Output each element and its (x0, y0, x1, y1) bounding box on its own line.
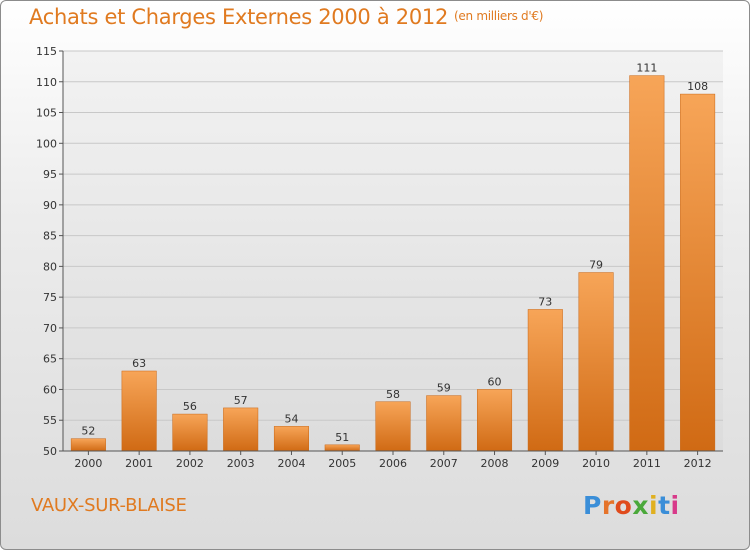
bar (324, 444, 360, 452)
x-tick-label: 2003 (227, 457, 255, 470)
y-tick-label: 105 (36, 107, 57, 120)
data-label: 108 (687, 80, 708, 93)
data-label: 58 (386, 388, 400, 401)
chart-title-text: Achats et Charges Externes 2000 à 2012 (29, 5, 449, 29)
y-tick-label: 95 (43, 168, 57, 181)
bar (527, 309, 563, 452)
x-tick-label: 2010 (582, 457, 610, 470)
place-name: VAUX-SUR-BLAISE (31, 495, 187, 516)
data-labels: 52 63 56 57 54 51 58 59 60 73 79 111 108 (81, 62, 708, 444)
logo-letter: i (670, 491, 680, 520)
data-label: 60 (488, 375, 502, 388)
data-label: 57 (234, 394, 248, 407)
data-label: 56 (183, 400, 197, 413)
logo-letter: x (632, 491, 649, 520)
data-label: 111 (636, 62, 657, 75)
x-tick-label: 2004 (277, 457, 305, 470)
x-tick-label: 2000 (74, 457, 102, 470)
logo-letter: r (601, 491, 615, 520)
chart-title: Achats et Charges Externes 2000 à 2012 (e… (29, 5, 543, 29)
y-tick-label: 90 (43, 199, 57, 212)
data-label: 79 (589, 259, 603, 272)
bar (426, 395, 462, 452)
data-label: 63 (132, 357, 146, 370)
bar (172, 413, 208, 452)
x-tick-label: 2001 (125, 457, 153, 470)
logo-letter: P (583, 491, 602, 520)
x-tick-label: 2002 (176, 457, 204, 470)
y-tick-label: 60 (43, 383, 57, 396)
data-label: 59 (437, 382, 451, 395)
bar (223, 407, 259, 452)
y-tick-label: 85 (43, 230, 57, 243)
logo-letter: t (658, 491, 671, 520)
bar (121, 370, 157, 452)
x-tick-label: 2006 (379, 457, 407, 470)
proxiti-logo: Proxiti (583, 491, 680, 520)
y-tick-label: 80 (43, 260, 57, 273)
x-tick-label: 2012 (684, 457, 712, 470)
y-tick-label: 75 (43, 291, 57, 304)
y-tick-label: 50 (43, 445, 57, 458)
x-tick-label: 2011 (633, 457, 661, 470)
bar (477, 389, 513, 452)
data-label: 73 (538, 295, 552, 308)
x-tick-label: 2007 (430, 457, 458, 470)
x-tick-label: 2009 (531, 457, 559, 470)
bars (70, 75, 716, 452)
chart-subtitle: (en milliers d'€) (454, 9, 544, 23)
x-axis: 2000 2001 2002 2003 2004 2005 2006 2007 2008 2009… (63, 450, 723, 470)
bar (578, 272, 614, 452)
bar (680, 93, 716, 452)
x-tick-label: 2008 (481, 457, 509, 470)
y-tick-label: 100 (36, 137, 57, 150)
bar (273, 426, 309, 452)
y-tick-label: 65 (43, 353, 57, 366)
bar (375, 401, 411, 452)
logo-letter: o (614, 491, 633, 520)
y-tick-label: 110 (36, 76, 57, 89)
y-tick-label: 55 (43, 414, 57, 427)
y-tick-label: 115 (36, 45, 57, 58)
bar (70, 438, 106, 452)
data-label: 52 (81, 425, 95, 438)
data-label: 51 (335, 431, 349, 444)
y-axis: 50 55 60 65 70 75 80 85 90 95 100 105 110 115 (36, 45, 64, 458)
logo-letter: i (649, 491, 659, 520)
y-tick-label: 70 (43, 322, 57, 335)
bar (629, 75, 665, 452)
x-tick-label: 2005 (328, 457, 356, 470)
data-label: 54 (284, 412, 298, 425)
